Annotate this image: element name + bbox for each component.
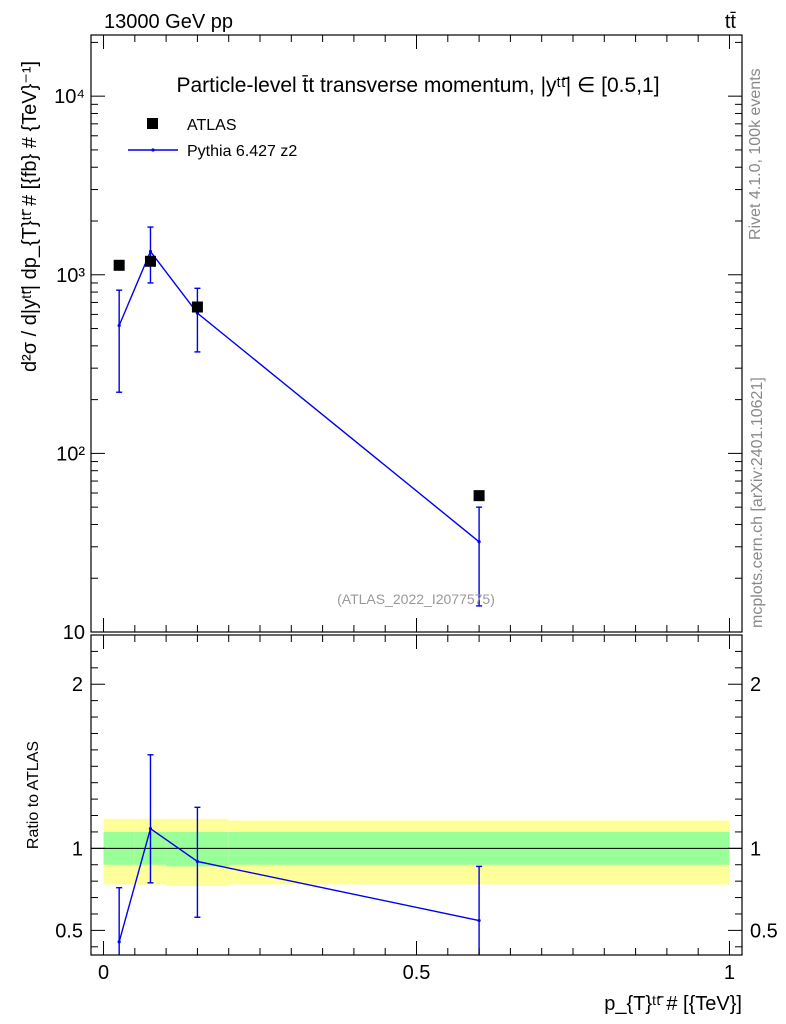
ratio-marks: [116, 754, 483, 955]
ratio-point: [477, 918, 481, 923]
x-tick-label: 0.5: [403, 962, 431, 984]
ratio-y-tick-label-right: 2: [750, 674, 761, 696]
ratio-y-tick-label-left: 0.5: [55, 920, 83, 942]
header-collision-label: 13000 GeV pp: [104, 11, 233, 33]
ratio-pythia-curve: [118, 827, 480, 943]
ratio-y-tick-label-left: 2: [72, 674, 83, 696]
x-tick-label: 1: [724, 962, 735, 984]
main-y-tick-label: 10⁴: [54, 86, 85, 108]
ratio-point: [117, 940, 121, 944]
pythia-curve: [118, 250, 480, 543]
ratio-x-ticks: 0 0.5 1: [98, 635, 735, 984]
atlas-point: [191, 301, 203, 313]
atlas-point: [473, 490, 485, 502]
pythia-point: [117, 323, 121, 328]
ratio-point: [195, 859, 200, 864]
legend: ATLAS Pythia 6.427 z2: [128, 117, 297, 160]
main-marks: [113, 226, 485, 607]
main-y-axis-label: d²σ / d|yᵗᵗ̄| dp_{T}ᵗᵗ̄ # [{fb} # {TeV}⁻…: [19, 61, 41, 372]
ratio-y-tick-label-right: 1: [750, 838, 761, 860]
ratio-y-ticks: 0.5 0.5 1 1 2 2: [55, 650, 778, 948]
mcplots-credit-label: mcplots.cern.ch [arXiv:2401.10621]: [749, 377, 766, 628]
ratio-panel: 0 0.5 1 0.5 0.51 12 2 Ratio to ATLAS p_{T}ᵗᵗ̄…: [25, 634, 778, 1015]
x-axis-label: p_{T}ᵗᵗ̄ # [{TeV}]: [604, 993, 742, 1015]
main-y-tick-label: 10²: [56, 443, 85, 465]
main-y-tick-label: 10: [63, 622, 85, 644]
pythia-point: [148, 249, 153, 254]
legend-pythia-label: Pythia 6.427 z2: [187, 143, 297, 160]
main-y-ticks: 10 10² 10³ 10⁴: [54, 41, 742, 644]
analysis-watermark: (ATLAS_2022_I2077575): [337, 591, 495, 607]
main-y-tick-label: 10³: [56, 265, 85, 287]
legend-atlas-marker: [147, 118, 158, 129]
atlas-point: [144, 255, 156, 267]
main-x-ticks: [103, 35, 730, 632]
main-panel: 10 10² 10³ 10⁴ Particle-level t̄t transvers…: [19, 34, 743, 644]
atlas-point: [113, 259, 125, 271]
rivet-info-label: Rivet 4.1.0, 100k events: [747, 68, 764, 240]
legend-atlas-label: ATLAS: [187, 117, 237, 134]
legend-pythia-dot: [151, 148, 155, 152]
x-tick-label: 0: [98, 962, 109, 984]
ratio-y-axis-label: Ratio to ATLAS: [25, 741, 42, 849]
ratio-point: [148, 827, 153, 831]
pythia-point: [477, 540, 481, 544]
ratio-y-tick-label-left: 1: [72, 838, 83, 860]
ratio-y-tick-label-right: 0.5: [750, 920, 778, 942]
header-process-label: tt̄: [725, 11, 737, 33]
main-title: Particle-level t̄t transverse momentum, …: [176, 74, 659, 97]
